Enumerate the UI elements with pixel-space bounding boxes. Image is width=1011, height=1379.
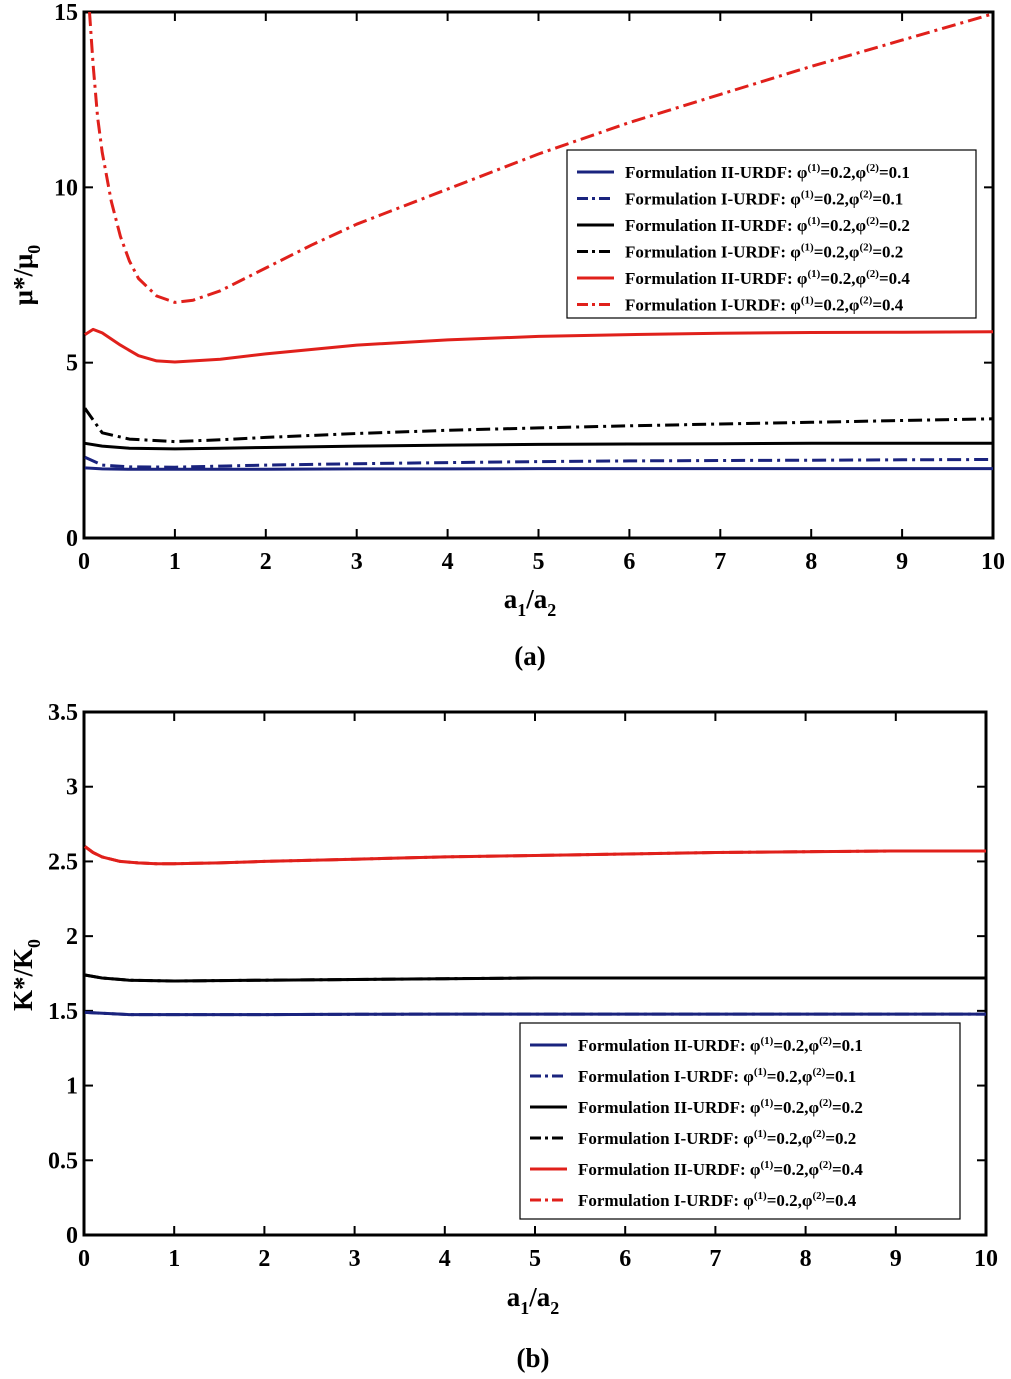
series-line-2 — [84, 1010, 986, 1017]
legend: Formulation II-URDF: φ(1)=0.2,φ(2)=0.1 Fo… — [519, 1022, 961, 1220]
x-tick-label: 5 — [529, 1246, 541, 1272]
x-tick-label: 8 — [800, 1246, 812, 1272]
x-tick-label: 2 — [260, 549, 272, 575]
panel-a-caption: (a) — [514, 641, 545, 671]
panel-a-chart: 0 1 2 3 4 5 6 7 8 9 10 0 5 10 15 a1/a2 μ*/μ0 Formulation … — [8, 0, 1005, 620]
x-axis-label: a1/a2 — [507, 1282, 560, 1318]
x-tick-label: 10 — [981, 549, 1005, 575]
x-tick-label: 3 — [351, 549, 363, 575]
x-tick-label: 3 — [349, 1246, 361, 1272]
y-axis-label: μ*/μ0 — [8, 245, 44, 306]
x-tick-label: 0 — [78, 1246, 90, 1272]
y-tick-label: 2 — [66, 924, 78, 950]
series-line-6 — [88, 12, 993, 304]
legend-entry: Formulation II-URDF: φ(1)=0.2,φ(2)=0.1 — [578, 1035, 863, 1055]
y-tick-label: 2.5 — [48, 849, 78, 875]
y-tick-label: 0 — [66, 1223, 78, 1249]
x-tick-label: 10 — [974, 1246, 998, 1272]
series-line-5 — [84, 327, 993, 364]
x-tick-label: 4 — [439, 1246, 451, 1272]
x-tick-label: 6 — [619, 1246, 631, 1272]
panel-b-chart: 0 1 2 3 4 5 6 7 8 9 10 0 0.5 1 1.5 2 2.5 3 3.5 a1/a2 K*/K0 Fo… — [8, 700, 998, 1318]
x-tick-label: 1 — [168, 1246, 180, 1272]
legend-box — [566, 149, 977, 319]
series-line-2 — [84, 455, 993, 469]
legend-entry: Formulation I-URDF: φ(1)=0.2,φ(2)=0.1 — [578, 1066, 856, 1086]
x-axis-label: a1/a2 — [504, 584, 557, 620]
x-tick-label: 7 — [709, 1246, 721, 1272]
y-tick-label: 3 — [66, 775, 78, 801]
series-line-6 — [84, 845, 986, 866]
x-tick-label: 0 — [78, 549, 90, 575]
legend-entry: Formulation I-URDF: φ(1)=0.2,φ(2)=0.1 — [625, 189, 903, 209]
legend-entry: Formulation II-URDF: φ(1)=0.2,φ(2)=0.1 — [625, 162, 910, 182]
x-tick-label: 4 — [442, 549, 454, 575]
y-tick-label: 0.5 — [48, 1148, 78, 1174]
y-tick-label: 3.5 — [48, 700, 78, 726]
y-tick-label: 5 — [66, 351, 78, 377]
y-tick-label: 0 — [66, 526, 78, 552]
legend-entry: Formulation I-URDF: φ(1)=0.2,φ(2)=0.4 — [578, 1190, 857, 1210]
series-line-3 — [84, 441, 993, 451]
x-tick-label: 2 — [258, 1246, 270, 1272]
x-tick-label: 1 — [169, 549, 181, 575]
y-tick-label: 10 — [54, 175, 78, 201]
legend-box — [519, 1022, 961, 1220]
series-line-4 — [84, 973, 986, 983]
series-line-4 — [84, 407, 993, 444]
x-tick-label: 7 — [714, 549, 726, 575]
y-tick-label: 1 — [66, 1074, 78, 1100]
x-tick-label: 5 — [533, 549, 545, 575]
panel-b-caption: (b) — [517, 1343, 550, 1373]
x-tick-label: 8 — [805, 549, 817, 575]
legend: Formulation II-URDF: φ(1)=0.2,φ(2)=0.1 Fo… — [566, 149, 977, 319]
series-group — [84, 845, 986, 1017]
legend-entry: Formulation I-URDF: φ(1)=0.2,φ(2)=0.4 — [625, 295, 904, 315]
series-group — [84, 12, 993, 471]
series-line-1 — [84, 466, 993, 471]
y-tick-label: 15 — [54, 0, 78, 26]
y-tick-label: 1.5 — [48, 999, 78, 1025]
legend-entry: Formulation II-URDF: φ(1)=0.2,φ(2)=0.4 — [578, 1159, 863, 1179]
x-tick-label: 9 — [896, 549, 908, 575]
legend-entry: Formulation II-URDF: φ(1)=0.2,φ(2)=0.2 — [578, 1097, 863, 1117]
legend-entry: Formulation I-URDF: φ(1)=0.2,φ(2)=0.2 — [625, 242, 903, 262]
series-line-5 — [84, 845, 986, 866]
x-tick-label: 6 — [623, 549, 635, 575]
y-axis-label: K*/K0 — [8, 939, 44, 1011]
legend-entry: Formulation II-URDF: φ(1)=0.2,φ(2)=0.4 — [625, 268, 910, 288]
legend-entry: Formulation I-URDF: φ(1)=0.2,φ(2)=0.2 — [578, 1128, 856, 1148]
x-tick-label: 9 — [890, 1246, 902, 1272]
legend-entry: Formulation II-URDF: φ(1)=0.2,φ(2)=0.2 — [625, 215, 910, 235]
